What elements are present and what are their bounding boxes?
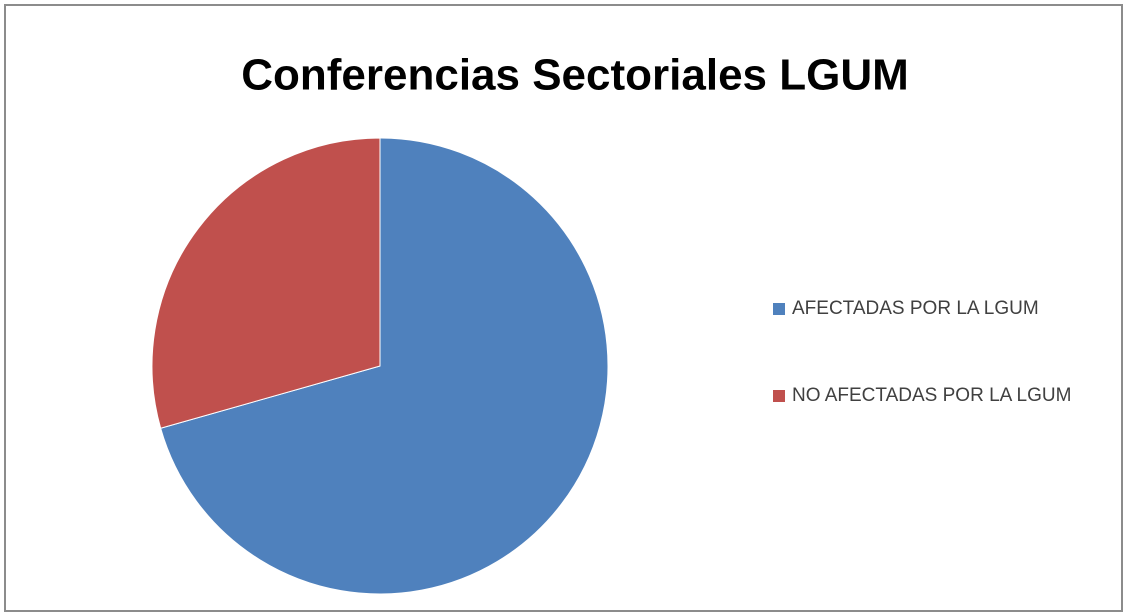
legend-label: NO AFECTADAS POR LA LGUM (792, 385, 1072, 406)
legend-item: AFECTADAS POR LA LGUM (773, 294, 1093, 324)
pie-slice (160, 137, 609, 595)
pie-slice (151, 137, 381, 429)
legend-item: NO AFECTADAS POR LA LGUM (773, 381, 1093, 411)
legend-swatch (773, 390, 785, 402)
legend-swatch (773, 303, 785, 315)
chart-title: Conferencias Sectoriales LGUM (241, 51, 909, 100)
legend-label: AFECTADAS POR LA LGUM (792, 298, 1039, 319)
